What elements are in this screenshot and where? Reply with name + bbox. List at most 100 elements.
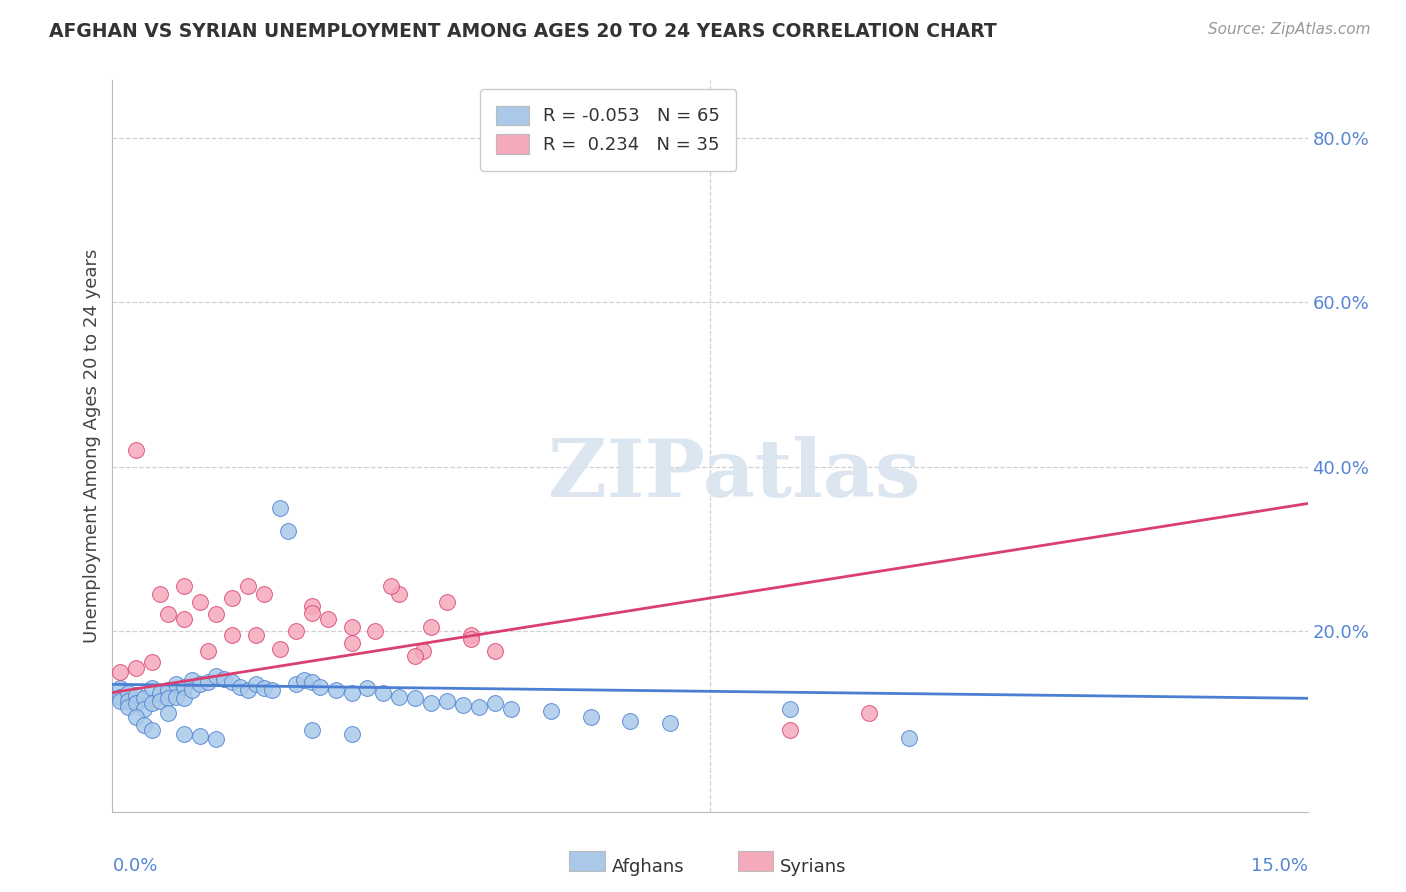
Point <box>301 674 323 689</box>
Point <box>181 673 204 688</box>
Point <box>340 726 363 740</box>
Point <box>659 715 682 730</box>
Point <box>221 674 243 689</box>
Point <box>117 694 139 708</box>
Point <box>301 723 323 737</box>
Point <box>125 688 148 702</box>
Text: Syrians: Syrians <box>780 858 846 876</box>
Point <box>436 694 458 708</box>
Point <box>117 699 139 714</box>
Point <box>253 681 276 696</box>
Point <box>110 694 132 708</box>
Point <box>579 710 602 724</box>
Point <box>380 579 402 593</box>
Point <box>779 702 801 716</box>
Y-axis label: Unemployment Among Ages 20 to 24 years: Unemployment Among Ages 20 to 24 years <box>83 249 101 643</box>
Point <box>269 500 291 515</box>
Point <box>292 673 315 688</box>
Point <box>110 690 132 704</box>
Point <box>284 677 307 691</box>
Point <box>420 696 443 710</box>
Text: Afghans: Afghans <box>612 858 685 876</box>
Point <box>197 644 219 658</box>
Point <box>165 677 187 691</box>
Point <box>236 683 259 698</box>
Point <box>484 696 506 710</box>
Point <box>356 681 378 696</box>
Point <box>484 644 506 658</box>
Point <box>221 628 243 642</box>
Point <box>197 674 219 689</box>
Point <box>420 620 443 634</box>
Point <box>173 691 195 706</box>
Point <box>460 632 482 647</box>
Point <box>245 677 267 691</box>
Point <box>404 648 426 663</box>
Point <box>157 706 180 720</box>
Point <box>858 706 880 720</box>
Point <box>245 628 267 642</box>
Point <box>173 579 195 593</box>
Point <box>110 665 132 679</box>
Point <box>404 691 426 706</box>
Point <box>181 683 204 698</box>
Point <box>301 599 323 614</box>
Point <box>364 624 387 638</box>
Point <box>499 702 522 716</box>
Point <box>898 731 921 745</box>
Point <box>236 579 259 593</box>
Point <box>316 611 339 625</box>
Point <box>325 683 347 698</box>
Point <box>205 669 228 683</box>
Point <box>340 620 363 634</box>
Point <box>125 710 148 724</box>
Point <box>141 655 163 669</box>
Point <box>110 681 132 696</box>
Point <box>165 690 187 704</box>
Point <box>308 680 330 694</box>
Point <box>134 718 156 732</box>
Text: 15.0%: 15.0% <box>1250 857 1308 875</box>
Point <box>141 681 163 696</box>
Point <box>141 696 163 710</box>
Point <box>134 691 156 706</box>
Point <box>229 680 252 694</box>
Point <box>188 729 211 743</box>
Point <box>134 702 156 716</box>
Point <box>301 606 323 620</box>
Point <box>173 680 195 694</box>
Point <box>619 714 641 729</box>
Point <box>253 587 276 601</box>
Point <box>188 677 211 691</box>
Text: ZIPatlas: ZIPatlas <box>548 436 920 515</box>
Point <box>205 607 228 622</box>
Point <box>412 644 434 658</box>
Point <box>451 698 474 712</box>
Point <box>340 685 363 699</box>
Text: 0.0%: 0.0% <box>112 857 157 875</box>
Point <box>436 595 458 609</box>
Point <box>117 685 139 699</box>
Text: AFGHAN VS SYRIAN UNEMPLOYMENT AMONG AGES 20 TO 24 YEARS CORRELATION CHART: AFGHAN VS SYRIAN UNEMPLOYMENT AMONG AGES… <box>49 22 997 41</box>
Point <box>157 607 180 622</box>
Point <box>212 672 235 686</box>
Point <box>540 705 562 719</box>
Point <box>269 642 291 657</box>
Point <box>340 636 363 650</box>
Point <box>125 661 148 675</box>
Point <box>373 685 395 699</box>
Point <box>125 696 148 710</box>
Point <box>173 611 195 625</box>
Point <box>149 694 172 708</box>
Point <box>149 587 172 601</box>
Point <box>125 443 148 458</box>
Point <box>388 690 411 704</box>
Point <box>205 732 228 747</box>
Point <box>284 624 307 638</box>
Point <box>460 628 482 642</box>
Point <box>260 683 283 698</box>
Point <box>277 524 299 538</box>
Point <box>388 587 411 601</box>
Point <box>157 691 180 706</box>
Text: Source: ZipAtlas.com: Source: ZipAtlas.com <box>1208 22 1371 37</box>
